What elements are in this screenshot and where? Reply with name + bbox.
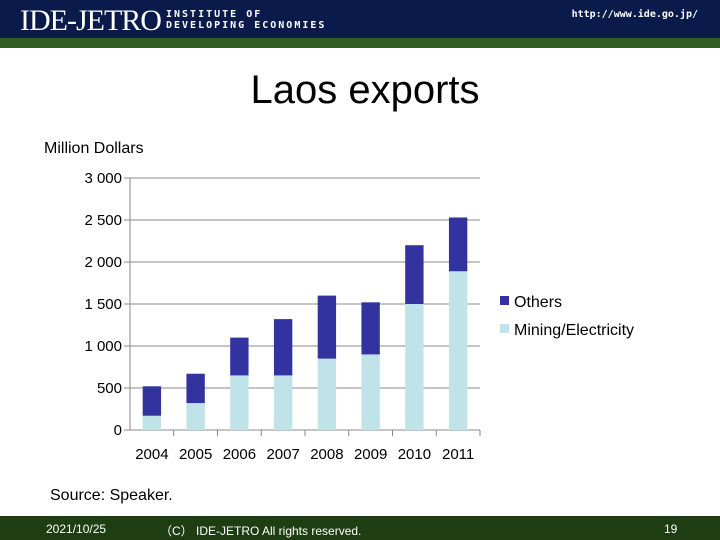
bar-others [186,373,205,404]
bar-others [317,295,337,359]
bar-mining-electricity [186,403,205,430]
y-tick-label: 1 500 [84,296,122,313]
x-tick-label: 2008 [310,446,343,463]
y-axis-label: Million Dollars [44,140,144,157]
legend-label: Others [514,294,562,311]
footer-page-number: 19 [664,522,678,536]
bar-others [405,245,424,304]
x-tick-label: 2011 [442,446,474,463]
y-tick-label: 0 [114,422,122,439]
institute-name: INSTITUTE OF DEVELOPING ECONOMIES [166,9,326,31]
bar-mining-electricity [142,415,162,430]
x-tick-label: 2006 [223,446,256,463]
bar-others [142,386,162,416]
x-tick-label: 2007 [266,446,299,463]
bar-mining-electricity [230,375,249,430]
bar-mining-electricity [361,354,380,430]
institute-line-1: INSTITUTE OF [166,9,263,20]
bar-mining-electricity [405,304,424,430]
source-note: Source: Speaker. [50,487,173,504]
x-tick-label: 2005 [179,446,212,463]
y-tick-label: 1 000 [84,338,122,355]
bar-mining-electricity [273,375,293,430]
institute-line-2: DEVELOPING ECONOMIES [166,20,327,31]
header-url: http://www.ide.go.jp/ [571,9,698,20]
bar-others [230,337,249,376]
bar-others [361,302,380,355]
slide-title: Laos exports [250,68,480,112]
bar-mining-electricity [448,271,468,430]
header-stripe [0,38,720,48]
x-tick-label: 2004 [135,446,168,463]
footer-date: 2021/10/25 [46,522,107,536]
footer-copyright: （C） IDE-JETRO All rights reserved. [160,524,362,538]
y-tick-label: 2 500 [84,212,122,229]
footer-bar: 2021/10/25 （C） IDE-JETRO All rights rese… [0,516,720,540]
bar-others [273,319,293,376]
legend-swatch [500,324,509,333]
y-tick-label: 3 000 [84,170,122,187]
ide-jetro-logo: IDE-JETRO [20,4,162,37]
bar-others [448,217,468,272]
y-tick-label: 2 000 [84,254,122,271]
bar-mining-electricity [317,358,337,430]
legend-swatch [500,296,509,305]
y-tick-label: 500 [97,380,122,397]
x-tick-label: 2009 [354,446,387,463]
legend-label: Mining/Electricity [514,322,634,339]
x-tick-label: 2010 [398,446,431,463]
